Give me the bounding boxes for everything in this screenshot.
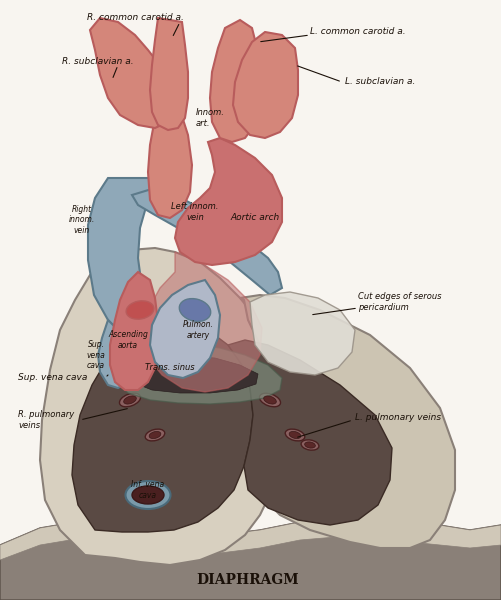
Text: R. subclavian a.: R. subclavian a.	[62, 58, 134, 67]
Text: Innom.
art.: Innom. art.	[196, 108, 225, 128]
Polygon shape	[148, 98, 192, 218]
Polygon shape	[112, 344, 282, 404]
Polygon shape	[233, 32, 298, 138]
Polygon shape	[228, 340, 392, 525]
Polygon shape	[132, 188, 282, 295]
Text: Right
innom.
vein: Right innom. vein	[69, 205, 95, 235]
Ellipse shape	[149, 431, 161, 439]
Polygon shape	[72, 322, 253, 532]
Text: R. common carotid a.: R. common carotid a.	[87, 13, 183, 22]
Text: L. subclavian a.: L. subclavian a.	[345, 77, 415, 86]
Text: DIAPHRAGM: DIAPHRAGM	[197, 573, 299, 587]
Ellipse shape	[125, 481, 170, 509]
Ellipse shape	[179, 299, 211, 322]
Ellipse shape	[264, 396, 277, 404]
Text: Aortic arch: Aortic arch	[230, 214, 280, 223]
Polygon shape	[0, 516, 501, 600]
Polygon shape	[125, 356, 258, 393]
Text: Cut edges of serous
pericardium: Cut edges of serous pericardium	[358, 292, 441, 312]
Text: Inf. vena
cava: Inf. vena cava	[131, 480, 164, 500]
Ellipse shape	[305, 442, 315, 448]
Text: Pulmon.
artery: Pulmon. artery	[182, 320, 213, 340]
Ellipse shape	[260, 393, 281, 407]
Polygon shape	[240, 295, 455, 548]
Polygon shape	[210, 20, 262, 142]
Polygon shape	[250, 292, 355, 375]
Ellipse shape	[126, 301, 154, 319]
Polygon shape	[142, 252, 262, 392]
Text: L. pulmonary veins: L. pulmonary veins	[355, 413, 441, 422]
Ellipse shape	[285, 429, 305, 441]
Ellipse shape	[301, 440, 319, 450]
Polygon shape	[88, 178, 160, 338]
Polygon shape	[90, 18, 175, 128]
Ellipse shape	[119, 393, 141, 407]
Text: Left innom.
vein: Left innom. vein	[171, 202, 219, 221]
Polygon shape	[150, 18, 188, 130]
Polygon shape	[150, 280, 220, 378]
Polygon shape	[40, 248, 283, 565]
Ellipse shape	[124, 396, 136, 404]
Text: Trans. sinus: Trans. sinus	[145, 364, 195, 373]
Polygon shape	[175, 138, 282, 265]
Text: Sup. vena cava: Sup. vena cava	[18, 373, 87, 383]
Ellipse shape	[132, 486, 164, 504]
Text: Sup.
vena
cava: Sup. vena cava	[87, 340, 105, 370]
Polygon shape	[98, 320, 138, 388]
Text: L. common carotid a.: L. common carotid a.	[310, 28, 406, 37]
Polygon shape	[0, 516, 501, 560]
Polygon shape	[110, 272, 158, 390]
Ellipse shape	[145, 429, 165, 441]
Text: Ascending
aorta: Ascending aorta	[108, 330, 148, 350]
Ellipse shape	[289, 431, 301, 439]
Text: R. pulmonary
veins: R. pulmonary veins	[18, 410, 74, 430]
